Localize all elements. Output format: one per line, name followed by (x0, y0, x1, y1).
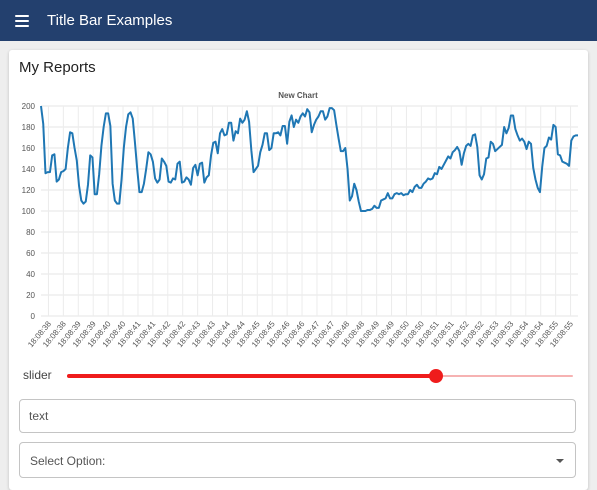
app-title: Title Bar Examples (47, 12, 173, 29)
y-tick-label: 0 (31, 312, 36, 321)
y-tick-label: 40 (26, 270, 35, 279)
reports-card: My Reports New Chart 0 20 40 60 80 100 120 140 1… (9, 50, 588, 490)
text-field[interactable] (19, 399, 576, 433)
slider-label: slider (23, 368, 52, 382)
y-tick-label: 180 (22, 123, 36, 132)
chart-series-line (40, 105, 578, 212)
y-tick-label: 80 (26, 228, 35, 237)
chart-title: New Chart (278, 91, 318, 100)
y-tick-label: 20 (26, 291, 35, 300)
select-option-dropdown[interactable]: Select Option: (19, 442, 576, 478)
y-tick-label: 100 (22, 207, 36, 216)
y-tick-label: 120 (22, 186, 36, 195)
slider[interactable] (67, 366, 573, 386)
y-tick-label: 200 (22, 102, 36, 111)
menu-icon[interactable] (15, 14, 29, 27)
y-tick-label: 140 (22, 165, 36, 174)
caret-down-icon (556, 459, 564, 463)
slider-track (67, 374, 437, 378)
slider-thumb[interactable] (429, 369, 444, 383)
y-tick-label: 60 (26, 249, 35, 258)
text-input[interactable] (20, 400, 575, 432)
card-title: My Reports (19, 59, 96, 76)
y-tick-label: 160 (22, 144, 36, 153)
select-label: Select Option: (30, 454, 106, 468)
app-bar: Title Bar Examples (0, 0, 597, 41)
